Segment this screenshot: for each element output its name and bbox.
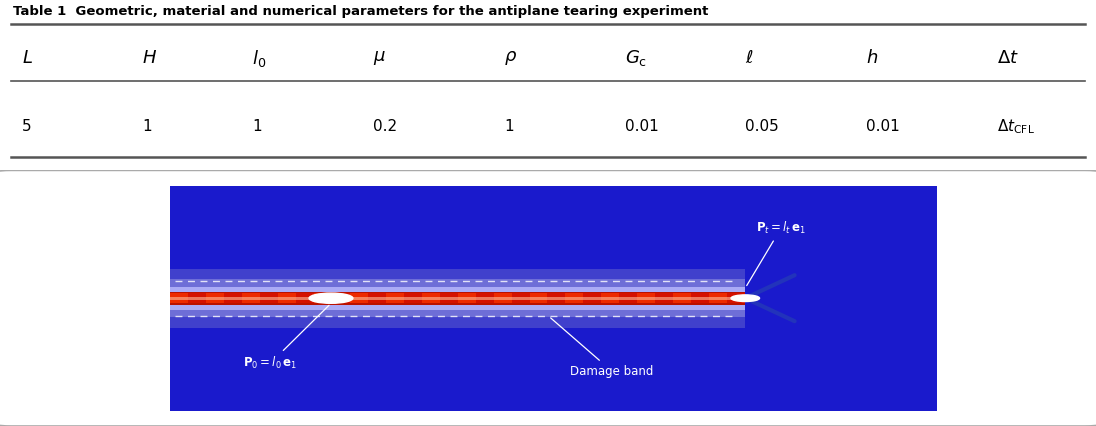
Bar (638, 294, 655, 303)
Bar (619, 294, 638, 303)
Bar (367, 294, 386, 303)
Text: 0.05: 0.05 (745, 119, 779, 134)
Bar (170, 186, 937, 411)
Text: 0.2: 0.2 (373, 119, 397, 134)
Bar (170, 279, 745, 317)
Bar (224, 294, 242, 303)
Text: 1: 1 (252, 119, 262, 134)
Bar (583, 294, 602, 303)
Bar (692, 294, 709, 303)
Bar (566, 294, 583, 303)
FancyBboxPatch shape (0, 170, 1096, 426)
Bar (709, 294, 728, 303)
Bar (458, 294, 476, 303)
Bar (512, 294, 529, 303)
Bar (548, 294, 566, 303)
Bar (170, 294, 187, 303)
Bar (493, 294, 512, 303)
Text: $\mathit{\Delta t}$: $\mathit{\Delta t}$ (997, 49, 1019, 67)
Bar (386, 294, 403, 303)
Bar (277, 294, 296, 303)
Bar (602, 294, 619, 303)
Bar (422, 294, 439, 303)
Bar (476, 294, 493, 303)
Bar (655, 294, 673, 303)
Text: Damage band: Damage band (550, 318, 654, 378)
Text: $\mathit{H}$: $\mathit{H}$ (142, 49, 158, 67)
Bar (242, 294, 260, 303)
Text: $\mathit{G}_\mathrm{c}$: $\mathit{G}_\mathrm{c}$ (625, 48, 647, 68)
Bar (332, 294, 350, 303)
Bar (170, 287, 745, 310)
Text: $\mathbf{P}_0 = l_0\, \mathbf{e}_1$: $\mathbf{P}_0 = l_0\, \mathbf{e}_1$ (243, 305, 329, 371)
Bar (187, 294, 206, 303)
Text: $\mathit{L}$: $\mathit{L}$ (22, 49, 33, 67)
Bar (170, 292, 745, 305)
Text: 0.01: 0.01 (866, 119, 900, 134)
Bar (439, 294, 457, 303)
Text: $\mathit{h}$: $\mathit{h}$ (866, 49, 878, 67)
Text: Table 1  Geometric, material and numerical parameters for the antiplane tearing : Table 1 Geometric, material and numerica… (13, 5, 708, 18)
Bar (170, 296, 745, 300)
Text: $\mathit{\mu}$: $\mathit{\mu}$ (373, 49, 386, 67)
Bar (206, 294, 224, 303)
Bar (403, 294, 422, 303)
Text: $\mathit{\rho}$: $\mathit{\rho}$ (504, 49, 517, 67)
Text: $\mathit{l}_0$: $\mathit{l}_0$ (252, 48, 266, 69)
Text: 5: 5 (22, 119, 32, 134)
Circle shape (731, 295, 760, 302)
Text: 0.01: 0.01 (625, 119, 659, 134)
Bar (170, 269, 745, 328)
Bar (260, 294, 277, 303)
Bar (296, 294, 313, 303)
Circle shape (309, 293, 353, 303)
Bar (170, 292, 745, 305)
Bar (529, 294, 548, 303)
Bar (350, 294, 367, 303)
Text: 1: 1 (504, 119, 514, 134)
Text: $\Delta t_\mathrm{CFL}$: $\Delta t_\mathrm{CFL}$ (997, 117, 1035, 135)
Text: $\mathit{\ell}$: $\mathit{\ell}$ (745, 49, 754, 67)
Text: 1: 1 (142, 119, 152, 134)
Bar (728, 294, 745, 303)
Bar (313, 294, 332, 303)
Text: $\mathbf{P}_t = l_t\, \mathbf{e}_1$: $\mathbf{P}_t = l_t\, \mathbf{e}_1$ (746, 220, 807, 285)
Bar (673, 294, 692, 303)
